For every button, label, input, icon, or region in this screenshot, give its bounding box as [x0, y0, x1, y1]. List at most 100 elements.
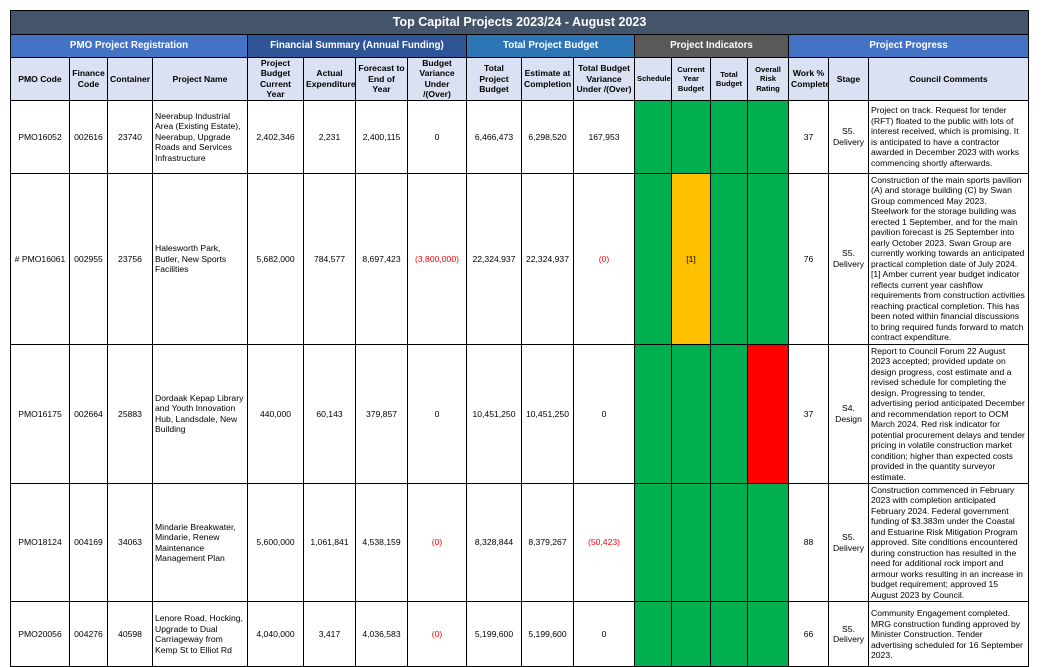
overall-risk-indicator [747, 99, 789, 174]
pmo-code: PMO18124 [10, 482, 70, 603]
forecast: 379,857 [355, 343, 408, 484]
overall-risk-indicator [747, 601, 789, 667]
forecast: 4,036,583 [355, 601, 408, 667]
project-name: Neerabup Industrial Area (Existing Estat… [152, 99, 248, 174]
table-row: # PMO16061 002955 23756 Halesworth Park,… [10, 172, 1030, 345]
col-work-complete: Work % Complete [788, 57, 829, 101]
work-complete: 37 [788, 343, 829, 484]
current-year-budget-indicator [671, 482, 711, 603]
current-year-budget-indicator [671, 343, 711, 484]
col-actual-expenditure: Actual Expenditure [303, 57, 356, 101]
project-budget: 2,402,346 [247, 99, 304, 174]
total-budget-variance: 167,953 [573, 99, 635, 174]
council-comments: Community Engagement completed. MRG cons… [867, 601, 1030, 667]
overall-risk-indicator [747, 172, 789, 345]
schedule-indicator [634, 172, 672, 345]
estimate-at-completion: 22,324,937 [521, 172, 574, 345]
container-number: 34063 [107, 482, 153, 603]
stage: S5. Delivery [828, 99, 869, 174]
council-comments: Report to Council Forum 22 August 2023 a… [867, 343, 1030, 484]
estimate-at-completion: 6,298,520 [521, 99, 574, 174]
col-budget-variance: Budget Variance Under /(Over) [407, 57, 467, 101]
total-budget-indicator [710, 99, 748, 174]
total-project-budget: 10,451,250 [466, 343, 522, 484]
total-project-budget: 22,324,937 [466, 172, 522, 345]
project-name: Lenore Road, Hocking, Upgrade to Dual Ca… [152, 601, 248, 667]
project-budget: 5,682,000 [247, 172, 304, 345]
finance-code: 004276 [69, 601, 108, 667]
total-budget-variance: (50,423) [573, 482, 635, 603]
group-project-progress: Project Progress [787, 34, 1030, 58]
forecast: 8,697,423 [355, 172, 408, 345]
work-complete: 88 [788, 482, 829, 603]
container-number: 23756 [107, 172, 153, 345]
total-budget-variance: 0 [573, 601, 635, 667]
stage: S5. Delivery [828, 601, 869, 667]
total-project-budget: 6,466,473 [466, 99, 522, 174]
col-estimate: Estimate at Completion [521, 57, 574, 101]
council-comments: Construction of the main sports pavilion… [867, 172, 1030, 345]
report-title: Top Capital Projects 2023/24 - August 20… [9, 10, 1030, 35]
col-container: Container [107, 57, 153, 101]
col-current-year-budget: Current Year Budget [671, 57, 711, 101]
work-complete: 66 [788, 601, 829, 667]
total-project-budget: 8,328,844 [466, 482, 522, 603]
overall-risk-indicator [747, 343, 789, 484]
col-project-budget: Project Budget Current Year [247, 57, 304, 101]
col-pmo-code: PMO Code [10, 57, 70, 101]
council-comments: Project on track. Request for tender (RF… [867, 99, 1030, 174]
current-year-budget-indicator [671, 99, 711, 174]
project-budget: 440,000 [247, 343, 304, 484]
estimate-at-completion: 8,379,267 [521, 482, 574, 603]
project-name: Mindarie Breakwater, Mindarie, Renew Mai… [152, 482, 248, 603]
total-budget-variance: 0 [573, 343, 635, 484]
column-header-row: PMO Code Finance Code Container Project … [10, 57, 1030, 101]
group-header-row: PMO Project Registration Financial Summa… [10, 34, 1030, 58]
group-pmo-registration: PMO Project Registration [10, 34, 248, 58]
table-row: PMO16052 002616 23740 Neerabup Industria… [10, 99, 1030, 174]
pmo-code: # PMO16061 [10, 172, 70, 345]
pmo-code: PMO16175 [10, 343, 70, 484]
budget-variance: 0 [407, 343, 467, 484]
schedule-indicator [634, 601, 672, 667]
pmo-code: PMO20056 [10, 601, 70, 667]
pmo-code: PMO16052 [10, 99, 70, 174]
schedule-indicator [634, 343, 672, 484]
council-comments: Construction commenced in February 2023 … [867, 482, 1030, 603]
table-row: PMO16175 002664 25883 Dordaak Kepap Libr… [10, 343, 1030, 484]
container-number: 23740 [107, 99, 153, 174]
finance-code: 002955 [69, 172, 108, 345]
stage: S5. Delivery [828, 482, 869, 603]
group-total-project-budget: Total Project Budget [466, 34, 635, 58]
col-total-budget-indicator: Total Budget [710, 57, 748, 101]
schedule-indicator [634, 482, 672, 603]
container-number: 40598 [107, 601, 153, 667]
actual-expenditure: 784,577 [303, 172, 356, 345]
actual-expenditure: 60,143 [303, 343, 356, 484]
estimate-at-completion: 5,199,600 [521, 601, 574, 667]
col-council-comments: Council Comments [867, 57, 1030, 101]
project-budget: 4,040,000 [247, 601, 304, 667]
finance-code: 004169 [69, 482, 108, 603]
total-budget-variance: (0) [573, 172, 635, 345]
table-row: PMO20056 004276 40598 Lenore Road, Hocki… [10, 601, 1030, 667]
estimate-at-completion: 10,451,250 [521, 343, 574, 484]
overall-risk-indicator [747, 482, 789, 603]
project-budget: 5,600,000 [247, 482, 304, 603]
current-year-budget-indicator: [1] [671, 172, 711, 345]
col-overall-risk: Overall Risk Rating [747, 57, 789, 101]
report-container: Top Capital Projects 2023/24 - August 20… [9, 10, 1030, 667]
col-stage: Stage [828, 57, 869, 101]
capital-projects-table: Top Capital Projects 2023/24 - August 20… [9, 10, 1030, 667]
work-complete: 76 [788, 172, 829, 345]
actual-expenditure: 3,417 [303, 601, 356, 667]
work-complete: 37 [788, 99, 829, 174]
budget-variance: (3,800,000) [407, 172, 467, 345]
budget-variance: (0) [407, 482, 467, 603]
budget-variance: (0) [407, 601, 467, 667]
group-project-indicators: Project Indicators [634, 34, 789, 58]
current-year-budget-indicator [671, 601, 711, 667]
col-schedule: Schedule [634, 57, 672, 101]
schedule-indicator [634, 99, 672, 174]
container-number: 25883 [107, 343, 153, 484]
